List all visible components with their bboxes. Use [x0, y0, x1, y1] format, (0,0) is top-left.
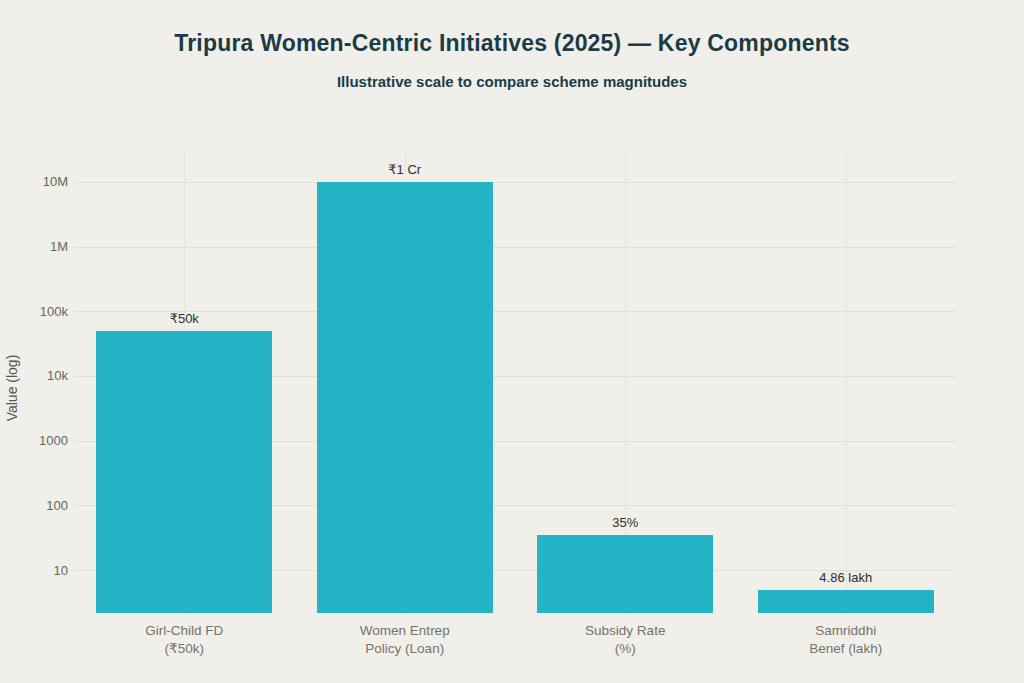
y-gridline: [74, 247, 956, 248]
bar: [537, 535, 713, 613]
bar-value-label: ₹50k: [94, 311, 274, 326]
y-tick-label: 1M: [8, 240, 68, 253]
y-axis-title: Value (log): [4, 338, 24, 438]
x-gridline: [846, 150, 847, 617]
bar: [96, 331, 272, 613]
x-category-label-line: Subsidy Rate: [525, 622, 725, 640]
y-tick-label: 10k: [8, 369, 68, 382]
x-category-label-line: Girl-Child FD: [84, 622, 284, 640]
x-category-label-line: Samriddhi: [746, 622, 946, 640]
bar: [758, 590, 934, 613]
bar-value-label: 4.86 lakh: [756, 570, 936, 585]
y-tick-label: 100k: [8, 305, 68, 318]
x-category-label-line: Benef (lakh): [746, 640, 946, 658]
x-category-label: Girl-Child FD(₹50k): [84, 622, 284, 658]
y-tick-label: 10: [8, 564, 68, 577]
x-category-label: Women EntrepPolicy (Loan): [305, 622, 505, 658]
y-tick-label: 10M: [8, 175, 68, 188]
x-category-label-line: Policy (Loan): [305, 640, 505, 658]
y-tick-label: 100: [8, 499, 68, 512]
bar: [317, 182, 493, 613]
x-category-label-line: (₹50k): [84, 640, 284, 658]
bar-chart: Tripura Women-Centric Initiatives (2025)…: [0, 0, 1024, 683]
x-category-label-line: Women Entrep: [305, 622, 505, 640]
y-gridline: [74, 182, 956, 183]
y-tick-label: 1000: [8, 434, 68, 447]
chart-title: Tripura Women-Centric Initiatives (2025)…: [0, 30, 1024, 57]
x-category-label: SamriddhiBenef (lakh): [746, 622, 946, 658]
bar-value-label: ₹1 Cr: [315, 162, 495, 177]
x-category-label-line: (%): [525, 640, 725, 658]
x-category-label: Subsidy Rate(%): [525, 622, 725, 658]
bar-value-label: 35%: [535, 515, 715, 530]
chart-subtitle: Illustrative scale to compare scheme mag…: [0, 73, 1024, 90]
